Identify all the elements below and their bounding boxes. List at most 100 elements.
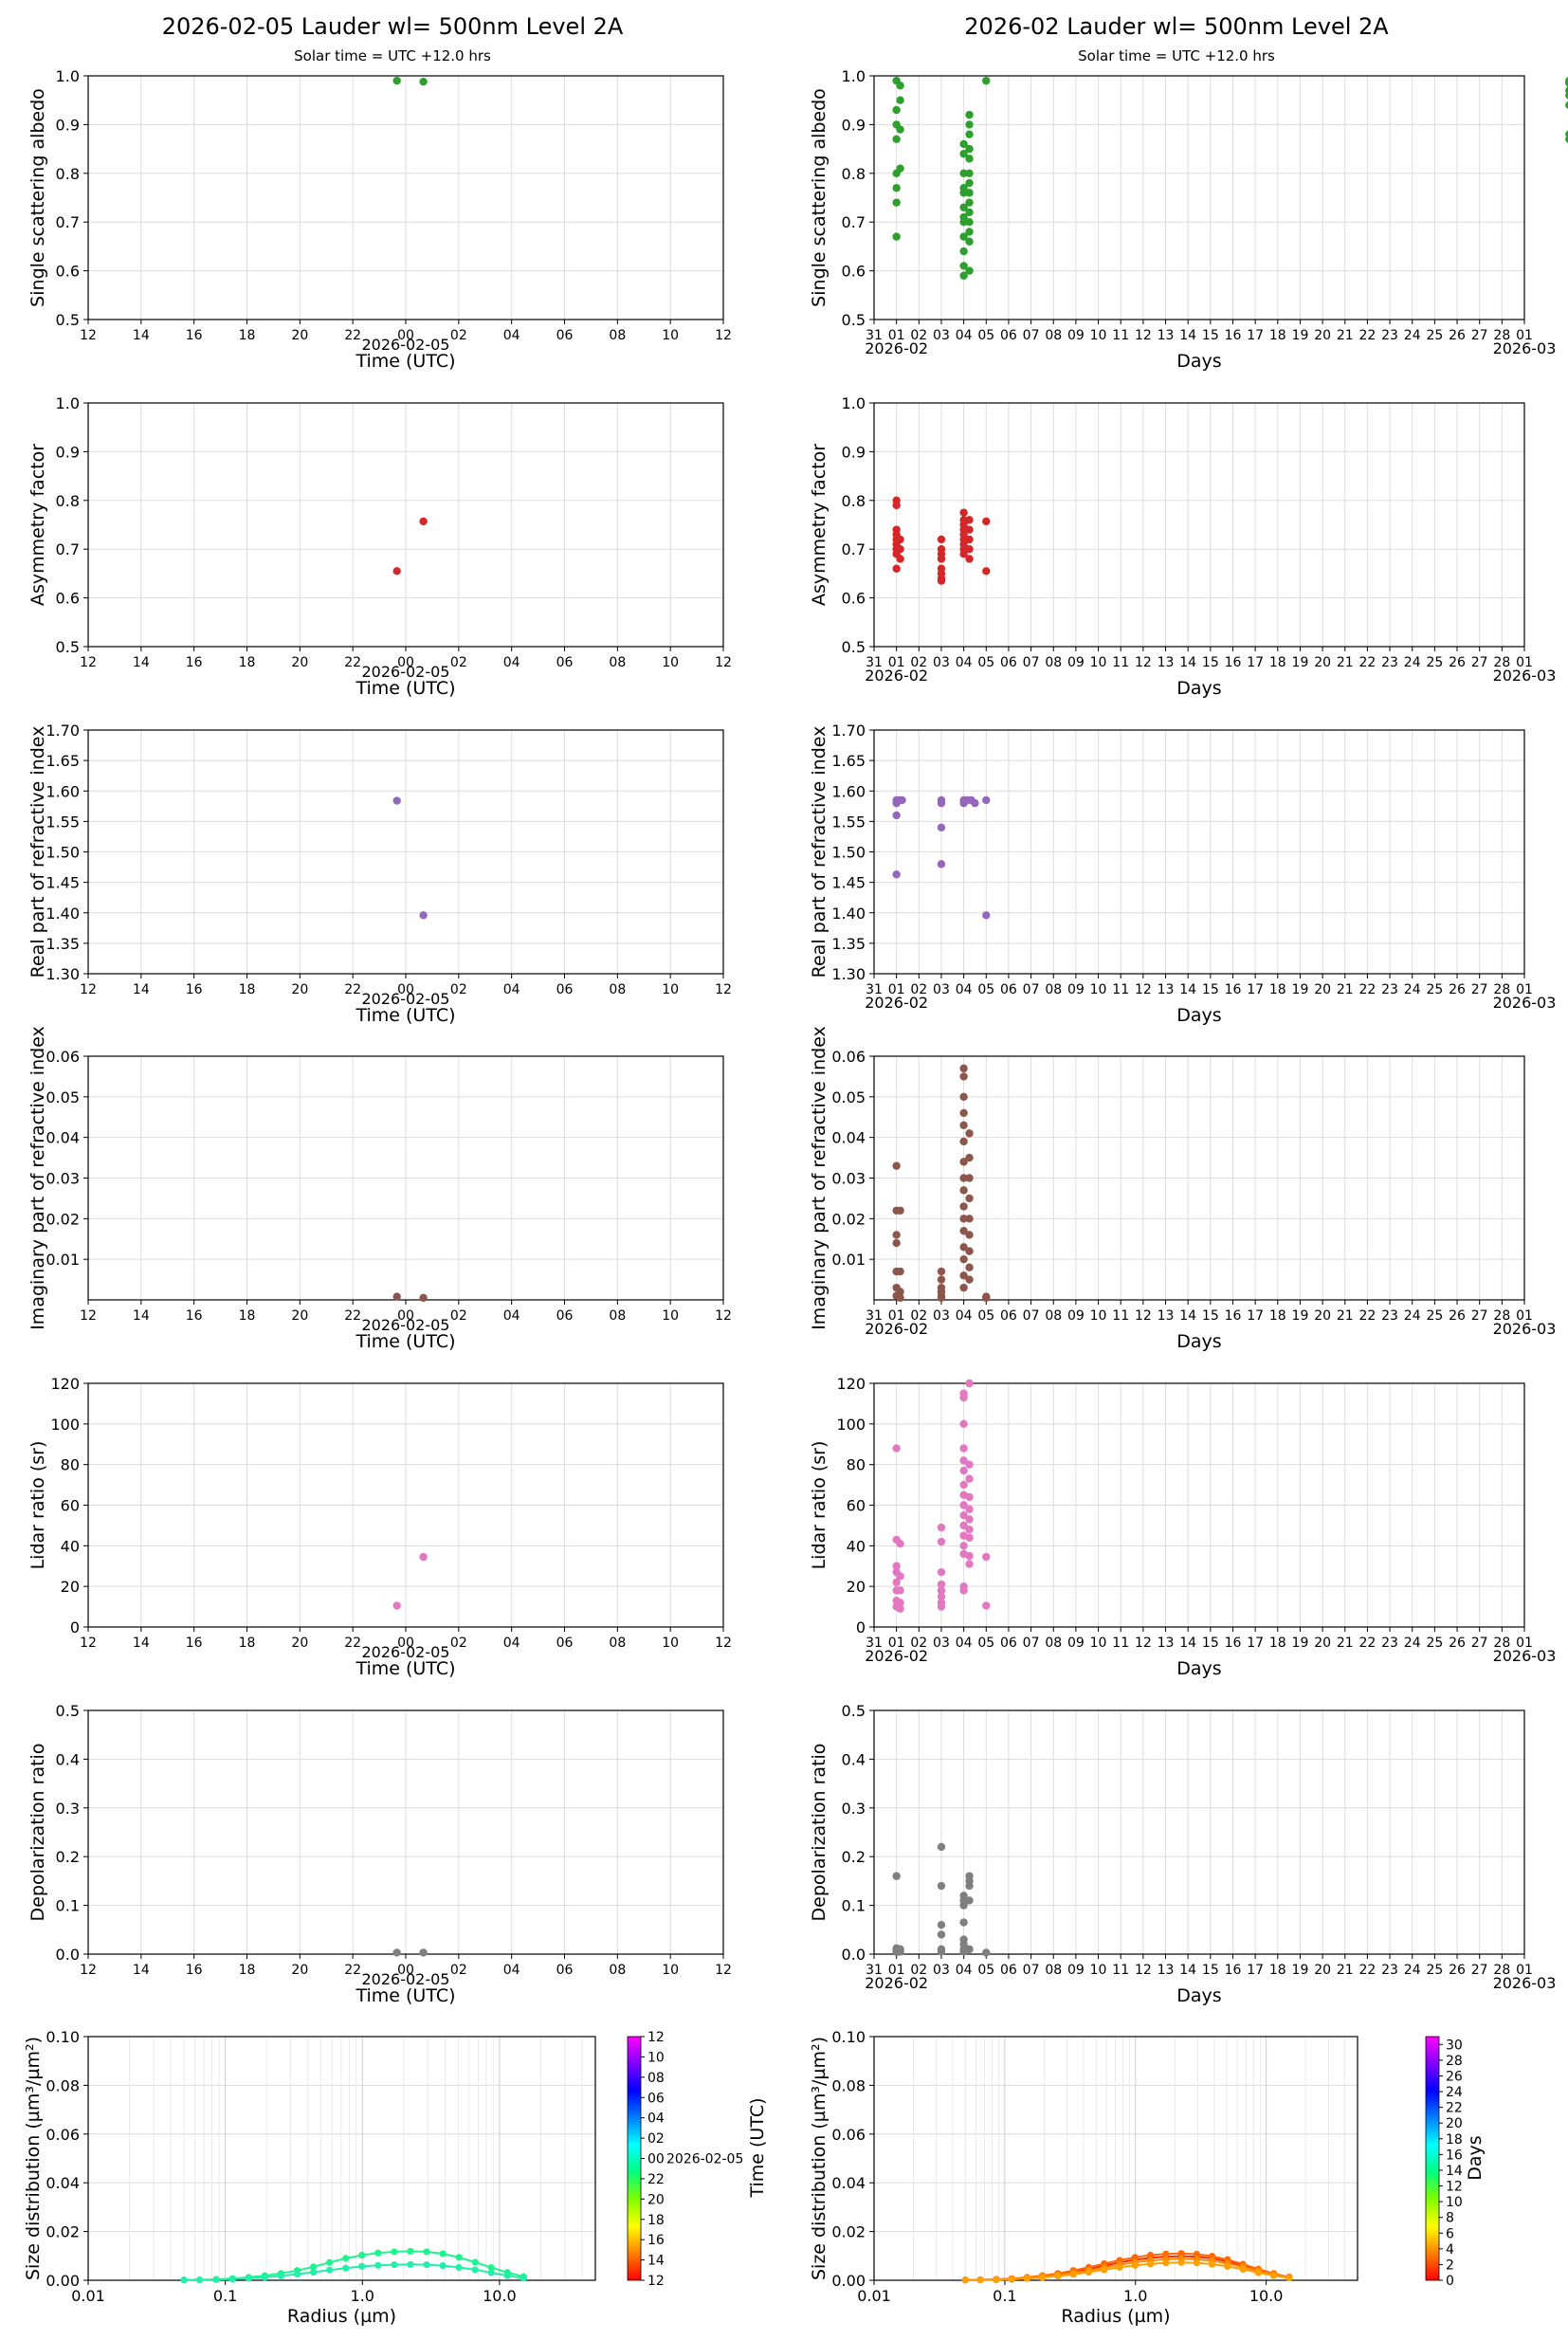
data-point — [965, 110, 974, 119]
size-series-point — [1162, 2250, 1170, 2258]
size-series-point — [961, 2276, 969, 2284]
y-tick-label: 0.10 — [46, 2028, 80, 2046]
y-tick-label: 0.04 — [831, 1129, 866, 1147]
y-axis-label: Single scattering albedo — [27, 88, 48, 307]
data-point — [896, 1599, 904, 1607]
x-tick-label: 12 — [1135, 1636, 1152, 1651]
x-tick-label: 23 — [1381, 328, 1398, 343]
x-tick-label: 12 — [715, 982, 732, 997]
start-date-label: 2026-02 — [865, 1320, 928, 1338]
data-point — [959, 1092, 968, 1102]
axes-frame — [873, 2036, 1358, 2281]
x-tick-label: 12 — [1135, 655, 1152, 670]
x-axis-label: Days — [1176, 351, 1221, 372]
size-series-point — [261, 2274, 268, 2281]
x-tick-label: 16 — [1225, 655, 1242, 670]
start-date-label: 2026-02 — [865, 339, 928, 357]
data-point — [892, 1231, 901, 1239]
x-tick-label: 09 — [1067, 328, 1085, 343]
data-point — [965, 1526, 974, 1534]
data-point — [959, 1283, 968, 1292]
x-tick-label: 13 — [1158, 1636, 1175, 1651]
plot-grid: 0.50.60.70.80.91.012 14 16 18 20 22 00 02 04 06 08… — [23, 67, 1568, 2327]
size-series-point — [358, 2251, 366, 2259]
colorbar-tick-label: 0 — [1446, 2274, 1454, 2289]
x-tick-label: 22 — [344, 982, 361, 997]
data-point — [896, 1947, 904, 1956]
data-point — [937, 1602, 946, 1611]
x-tick-label: 01 — [1516, 982, 1533, 997]
x-tick-label: 31 — [866, 655, 883, 670]
y-tick-label: 0.05 — [831, 1088, 866, 1106]
data-point — [965, 1379, 974, 1388]
data-point — [896, 1293, 904, 1303]
y-axis-label: Single scattering albedo — [809, 88, 830, 307]
colorbar-tick-label: 10 — [1446, 2195, 1463, 2210]
y-tick-label: 0.03 — [46, 1170, 80, 1188]
y-tick-label: 0.5 — [56, 311, 80, 329]
x-tick-label: 17 — [1247, 1963, 1264, 1978]
x-tick-label: 05 — [977, 655, 994, 670]
x-tick-label: 15 — [1202, 1308, 1219, 1324]
x-tick-label: 04 — [503, 1963, 520, 1978]
x-tick-label: 18 — [1269, 1636, 1286, 1651]
y-tick-label: 0.6 — [56, 263, 80, 281]
x-tick-label: 1.0 — [351, 2287, 374, 2305]
data-point — [965, 1247, 974, 1255]
x-tick-label: 10.0 — [1249, 2287, 1284, 2305]
x-tick-label: 03 — [933, 1963, 950, 1978]
data-point — [937, 1275, 946, 1284]
y-tick-label: 0.6 — [56, 590, 80, 608]
x-tick-label: 19 — [1292, 1308, 1309, 1324]
data-point — [419, 911, 428, 920]
x-tick-label: 22 — [1358, 328, 1376, 343]
colorbar-tick-label: 24 — [1446, 2085, 1463, 2100]
x-tick-label: 06 — [1000, 1636, 1017, 1651]
x-tick-label: 20 — [291, 1308, 308, 1324]
y-axis-label: Depolarization ratio — [809, 1744, 830, 1922]
data-point — [982, 567, 991, 576]
data-point — [965, 535, 974, 544]
data-point — [896, 1539, 904, 1548]
date-label: 2026-02-05 — [362, 990, 450, 1008]
data-point — [959, 1121, 968, 1130]
x-tick-label: 25 — [1426, 982, 1443, 997]
x-tick-label: 01 — [888, 982, 905, 997]
data-point — [892, 1872, 901, 1880]
data-point — [965, 155, 974, 163]
x-tick-label: 31 — [866, 1308, 883, 1324]
x-tick-label: 06 — [1000, 328, 1017, 343]
y-tick-label: 80 — [847, 1456, 866, 1474]
x-tick-label: 22 — [344, 1963, 361, 1978]
size-series-point — [1239, 2265, 1247, 2274]
x-tick-label: 07 — [1023, 328, 1040, 343]
data-point — [959, 1501, 968, 1509]
data-point — [896, 1572, 904, 1581]
x-tick-label: 00 — [397, 655, 414, 670]
y-tick-label: 100 — [50, 1416, 80, 1434]
data-point — [937, 1947, 946, 1956]
x-tick-label: 22 — [1358, 655, 1376, 670]
data-point — [892, 1161, 901, 1170]
y-tick-label: 1.70 — [46, 722, 80, 740]
colorbar-date-label: 2026-02-05 — [666, 2152, 743, 2167]
x-tick-label: 16 — [186, 655, 203, 670]
data-point — [896, 82, 904, 90]
x-tick-label: 12 — [715, 1963, 732, 1978]
data-point — [937, 535, 946, 544]
x-tick-label: 20 — [291, 982, 308, 997]
data-point — [1565, 79, 1568, 87]
data-point — [896, 535, 904, 544]
x-tick-label: 02 — [450, 1308, 467, 1324]
x-tick-label: 04 — [503, 1308, 520, 1324]
data-point — [937, 860, 946, 868]
x-tick-label: 18 — [239, 328, 256, 343]
data-point — [965, 1460, 974, 1469]
size-series-point — [520, 2275, 527, 2282]
colorbar-tick-label: 26 — [1446, 2069, 1463, 2084]
size-series-point — [976, 2276, 984, 2284]
colorbar-tick-label: 20 — [1446, 2116, 1463, 2131]
x-tick-label: 12 — [80, 328, 97, 343]
x-tick-label: 20 — [1314, 1308, 1331, 1324]
y-axis-label: Depolarization ratio — [27, 1744, 48, 1922]
